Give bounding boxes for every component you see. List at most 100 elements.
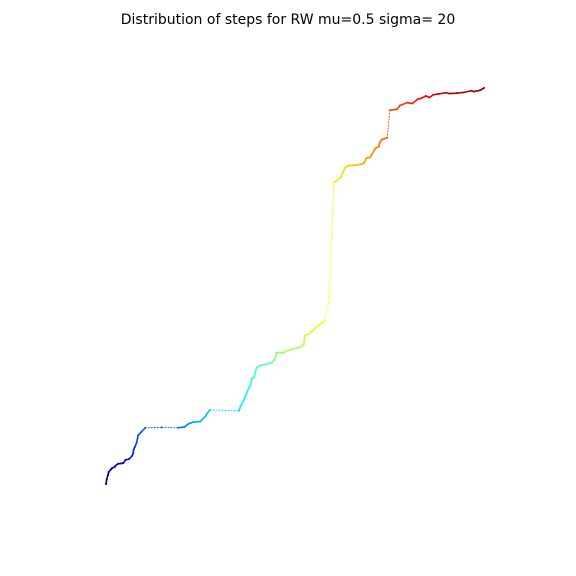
walk-point xyxy=(297,346,300,349)
walk-point xyxy=(327,302,330,305)
walk-point xyxy=(308,332,311,335)
walk-point xyxy=(395,108,398,111)
walk-segment xyxy=(264,361,273,366)
walk-point xyxy=(105,483,107,485)
walk-point xyxy=(369,156,372,159)
walk-point xyxy=(424,94,427,97)
walk-point xyxy=(124,458,127,461)
walk-point xyxy=(332,181,335,184)
walk-point xyxy=(416,98,419,101)
walk-point xyxy=(444,91,447,94)
walk-point xyxy=(359,163,362,166)
walk-segment xyxy=(331,182,335,241)
walk-point xyxy=(289,348,292,351)
walk-point xyxy=(378,141,381,144)
walk-segment xyxy=(290,346,300,351)
walk-segment xyxy=(302,334,306,346)
walk-segment xyxy=(239,400,245,408)
walk-point xyxy=(380,138,383,141)
walk-segment xyxy=(389,108,398,111)
walk-point xyxy=(120,462,123,465)
walk-point xyxy=(238,409,241,412)
walk-point xyxy=(354,164,357,167)
walk-segment xyxy=(310,326,317,334)
walk-point xyxy=(456,92,459,95)
walk-segment xyxy=(456,91,465,94)
walk-point xyxy=(386,136,389,139)
walk-point xyxy=(132,448,135,451)
walk-segment xyxy=(282,348,292,354)
walk-point xyxy=(365,157,368,160)
walk-point xyxy=(282,351,285,354)
walk-point xyxy=(259,364,262,367)
walk-point xyxy=(323,320,326,323)
walk-point xyxy=(274,356,277,359)
walk-point xyxy=(347,164,350,167)
walk-point xyxy=(250,377,253,380)
walk-point xyxy=(411,102,414,105)
walk-point xyxy=(160,426,163,429)
walk-point xyxy=(183,425,186,428)
walk-point xyxy=(420,97,423,100)
walk-point xyxy=(302,344,305,346)
walk-point xyxy=(478,89,481,92)
walk-point xyxy=(250,381,253,384)
walk-point xyxy=(206,412,209,415)
walk-point xyxy=(275,351,278,354)
walk-point xyxy=(135,441,138,444)
walk-segment xyxy=(333,176,342,184)
walk-point xyxy=(105,478,108,481)
walk-point xyxy=(133,446,136,449)
walk-point xyxy=(140,430,143,433)
walk-segment xyxy=(411,98,419,105)
walk-point xyxy=(244,395,247,398)
chart-title: Distribution of steps for RW mu=0.5 sigm… xyxy=(121,12,456,28)
walk-point xyxy=(106,474,109,477)
walk-point xyxy=(462,91,465,94)
walk-point xyxy=(255,366,258,369)
walk-point xyxy=(315,326,318,329)
walk-point xyxy=(248,385,251,388)
walk-point xyxy=(483,87,485,89)
walk-point xyxy=(388,109,391,112)
walk-point xyxy=(117,462,120,465)
walk-segment xyxy=(463,89,473,94)
walk-point xyxy=(344,166,347,169)
walk-point xyxy=(239,405,242,408)
walk-point xyxy=(362,162,365,165)
walk-segment xyxy=(199,415,207,423)
walk-point xyxy=(111,467,114,470)
walk-point xyxy=(339,176,342,179)
walk-point xyxy=(470,89,473,92)
walk-segment xyxy=(399,101,409,107)
walk-segment xyxy=(253,367,258,378)
walk-point xyxy=(114,464,117,467)
random-walk-path xyxy=(105,87,485,485)
walk-point xyxy=(246,389,249,392)
walk-point xyxy=(270,361,273,364)
walk-segment xyxy=(315,320,326,328)
walk-point xyxy=(176,426,179,429)
walk-point xyxy=(128,458,131,461)
walk-segment xyxy=(135,434,139,444)
walk-segment xyxy=(339,166,347,179)
walk-point xyxy=(377,145,380,148)
walk-point xyxy=(399,104,402,107)
walk-point xyxy=(208,408,211,411)
walk-point xyxy=(144,426,147,429)
walk-segment xyxy=(323,302,330,322)
walk-segment xyxy=(386,109,391,139)
walk-point xyxy=(406,101,409,104)
walk-point xyxy=(107,471,110,474)
walk-point xyxy=(428,96,431,99)
walk-point xyxy=(191,421,194,424)
walk-segment xyxy=(177,426,186,429)
walk-point xyxy=(309,331,312,334)
walk-point xyxy=(253,376,256,379)
walk-point xyxy=(448,92,451,95)
walk-point xyxy=(132,452,135,455)
walk-point xyxy=(273,358,276,361)
walk-point xyxy=(374,147,377,150)
walk-point xyxy=(242,399,245,402)
